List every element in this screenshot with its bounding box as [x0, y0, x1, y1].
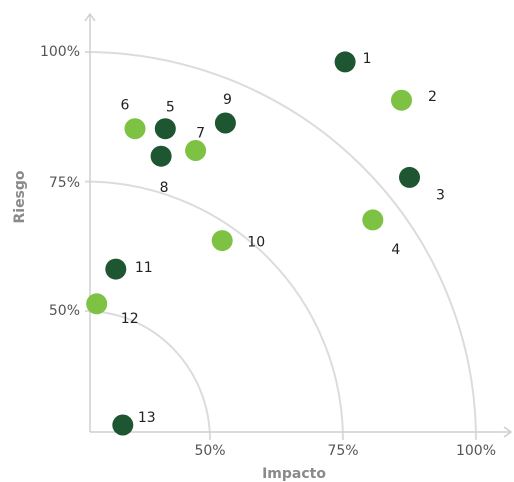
data-point: [86, 293, 108, 315]
tick-labels: 50% 75% 100% 50% 75% 100%: [40, 44, 496, 459]
data-point: [105, 258, 127, 280]
data-point: [214, 112, 236, 134]
x-tick-label: 75%: [327, 443, 358, 459]
data-point: [185, 140, 207, 161]
data-point: [112, 414, 134, 436]
data-point: [211, 230, 233, 252]
data-point: [124, 118, 146, 140]
reference-arc: [84, 180, 344, 441]
reference-arcs: [84, 51, 477, 441]
data-point-label: 4: [391, 242, 400, 258]
y-tick-label: 50%: [49, 303, 80, 319]
x-tick-label: 50%: [194, 443, 225, 459]
reference-arc: [84, 51, 477, 441]
data-point-label: 6: [121, 98, 130, 114]
data-point-label: 2: [428, 89, 437, 105]
data-point-label: 12: [121, 311, 139, 327]
data-point-label: 10: [247, 235, 265, 251]
y-tick-label: 75%: [49, 175, 80, 191]
data-point-label: 1: [363, 51, 372, 67]
y-tick-label: 100%: [40, 44, 80, 60]
reference-arc: [84, 310, 211, 441]
data-point: [150, 145, 172, 167]
y-axis-arrow: [84, 12, 96, 22]
x-axis-title: Impacto: [262, 466, 326, 482]
data-point-label: 9: [223, 92, 232, 108]
y-axis-title: Riesgo: [12, 170, 28, 223]
x-tick-label: 100%: [456, 443, 496, 459]
data-point-label: 11: [135, 260, 153, 276]
data-point-label: 7: [196, 126, 205, 142]
data-point: [399, 166, 420, 188]
data-point: [362, 209, 384, 231]
data-point-label: 3: [436, 187, 445, 203]
data-point-label: 5: [166, 100, 175, 116]
data-point-label: 8: [160, 180, 169, 196]
data-point: [334, 51, 356, 73]
x-axis-arrow: [503, 426, 513, 438]
data-point-label: 13: [138, 410, 156, 426]
axes: [84, 12, 513, 438]
data-point: [154, 118, 176, 140]
data-point: [391, 89, 412, 111]
